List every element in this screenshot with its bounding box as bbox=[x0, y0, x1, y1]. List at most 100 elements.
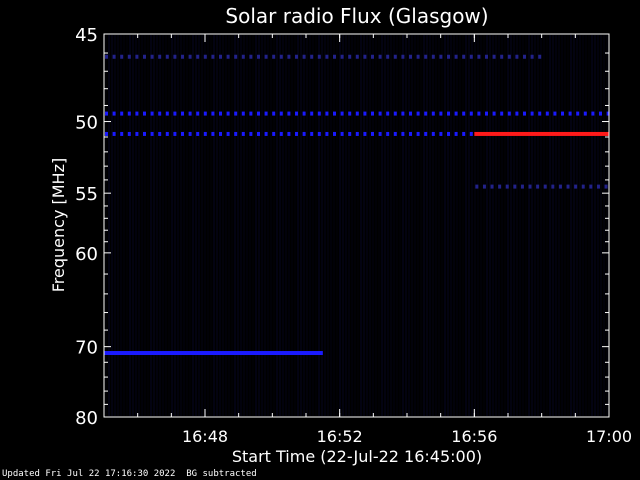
noise-strip bbox=[189, 35, 191, 416]
noise-strip bbox=[555, 35, 557, 416]
emission-dot bbox=[355, 111, 359, 116]
emission-dot bbox=[424, 131, 428, 136]
noise-strip bbox=[492, 35, 494, 416]
emission-dot bbox=[469, 54, 473, 59]
emission-dot bbox=[295, 111, 298, 116]
emission-dot bbox=[492, 111, 496, 116]
noise-strip bbox=[540, 35, 542, 416]
noise-strip bbox=[507, 35, 509, 416]
noise-strip bbox=[168, 35, 170, 416]
emission-dot bbox=[447, 54, 450, 59]
emission-dot bbox=[485, 54, 488, 59]
noise-strip bbox=[273, 35, 275, 416]
emission-dot bbox=[211, 54, 215, 59]
plot-frame bbox=[103, 33, 610, 418]
noise-strip bbox=[318, 35, 320, 416]
noise-strip bbox=[432, 35, 434, 416]
y-tick-label: 50 bbox=[75, 113, 98, 134]
emission-dot bbox=[219, 54, 222, 59]
emission-dot bbox=[520, 184, 524, 189]
noise-strip bbox=[468, 35, 470, 416]
noise-strip bbox=[147, 35, 149, 416]
emission-dot bbox=[551, 184, 555, 189]
noise-strip bbox=[486, 35, 488, 416]
noise-strip bbox=[141, 35, 143, 416]
emission-dot bbox=[492, 54, 496, 59]
emission-dot bbox=[105, 131, 108, 136]
noise-strip bbox=[534, 35, 536, 416]
emission-dot bbox=[264, 111, 268, 116]
x-tick-label: 16:52 bbox=[317, 427, 363, 446]
emission-dot bbox=[241, 54, 245, 59]
emission-dot bbox=[105, 54, 108, 59]
noise-strip bbox=[321, 35, 323, 416]
noise-strip bbox=[129, 35, 131, 416]
emission-dot bbox=[120, 111, 124, 116]
emission-dot bbox=[439, 111, 443, 116]
noise-strip bbox=[270, 35, 272, 416]
noise-strip bbox=[219, 35, 221, 416]
noise-strip bbox=[522, 35, 524, 416]
emission-dot bbox=[409, 54, 412, 59]
noise-strip bbox=[324, 35, 326, 416]
emission-dot bbox=[295, 54, 298, 59]
emission-dot bbox=[226, 54, 230, 59]
emission-dot bbox=[211, 131, 215, 136]
emission-band-1 bbox=[105, 111, 610, 116]
emission-dot bbox=[355, 54, 359, 59]
emission-dot bbox=[515, 111, 519, 116]
emission-dot bbox=[112, 54, 116, 59]
emission-dot bbox=[249, 111, 253, 116]
y-tick-label: 80 bbox=[75, 408, 98, 429]
emission-dot bbox=[447, 131, 450, 136]
emission-dot bbox=[249, 54, 253, 59]
emission-dot bbox=[310, 111, 314, 116]
emission-dot bbox=[543, 184, 547, 189]
noise-strip bbox=[528, 35, 530, 416]
noise-strip bbox=[333, 35, 335, 416]
emission-dot bbox=[416, 111, 420, 116]
noise-strip bbox=[447, 35, 449, 416]
x-tick-label: 17:00 bbox=[586, 427, 632, 446]
emission-dot bbox=[589, 184, 593, 189]
noise-strip bbox=[213, 35, 215, 416]
emission-dot bbox=[545, 111, 549, 116]
emission-dot bbox=[401, 131, 405, 136]
emission-dot bbox=[500, 111, 504, 116]
noise-strip bbox=[573, 35, 575, 416]
emission-dot bbox=[181, 111, 184, 116]
noise-strip bbox=[306, 35, 308, 416]
emission-dot bbox=[219, 131, 222, 136]
noise-strip bbox=[483, 35, 485, 416]
noise-strip bbox=[204, 35, 206, 416]
emission-dot bbox=[475, 184, 479, 189]
emission-dot bbox=[302, 54, 306, 59]
x-tick-label: 16:56 bbox=[451, 427, 497, 446]
bg-subtracted-note: BG subtracted bbox=[186, 469, 257, 479]
emission-dot bbox=[340, 131, 344, 136]
noise-strip bbox=[588, 35, 590, 416]
noise-strip bbox=[261, 35, 263, 416]
emission-dot bbox=[211, 111, 215, 116]
noise-strip bbox=[240, 35, 242, 416]
x-tick-label: 16:48 bbox=[182, 427, 228, 446]
noise-strip bbox=[297, 35, 299, 416]
emission-dot bbox=[530, 111, 534, 116]
noise-strip bbox=[255, 35, 257, 416]
noise-strip bbox=[567, 35, 569, 416]
noise-strip bbox=[258, 35, 260, 416]
emission-dot bbox=[568, 111, 572, 116]
emission-dot bbox=[203, 111, 207, 116]
emission-dot bbox=[158, 54, 162, 59]
noise-strip bbox=[519, 35, 521, 416]
emission-dot bbox=[279, 111, 283, 116]
noise-strip bbox=[171, 35, 173, 416]
y-axis: 45 50 55 60 70 80 bbox=[75, 25, 609, 429]
emission-dot bbox=[165, 131, 169, 136]
noise-strip bbox=[279, 35, 281, 416]
noise-strip bbox=[405, 35, 407, 416]
emission-dot bbox=[105, 111, 108, 116]
emission-dot bbox=[454, 111, 458, 116]
noise-strip bbox=[222, 35, 224, 416]
emission-dot bbox=[287, 54, 291, 59]
